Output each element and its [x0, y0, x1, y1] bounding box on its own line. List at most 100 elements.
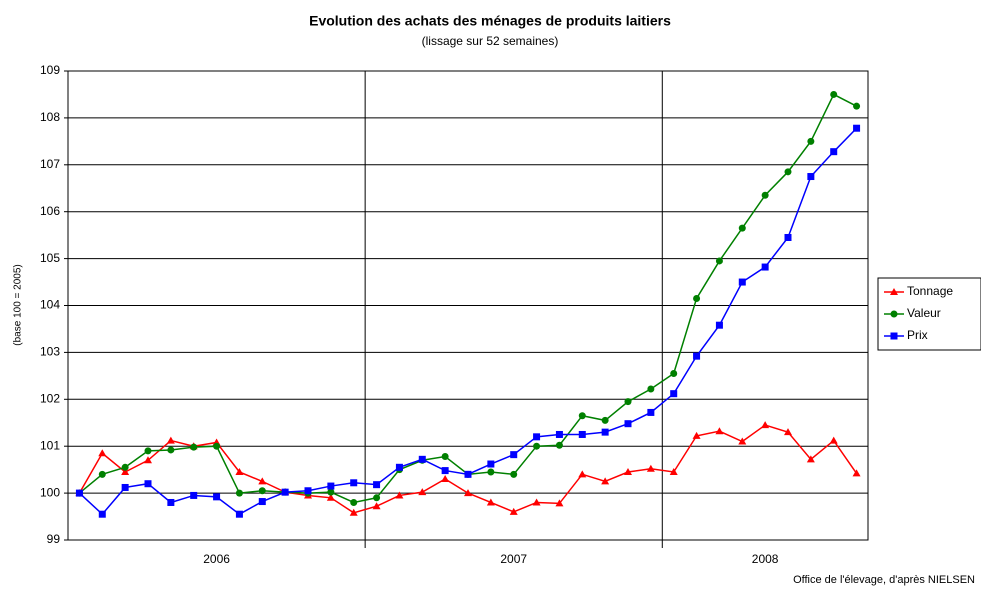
data-point [441, 467, 449, 475]
data-point [601, 428, 609, 436]
y-tick-label: 107 [40, 157, 60, 171]
chart-title: Evolution des achats des ménages de prod… [309, 13, 671, 29]
data-point [98, 470, 106, 478]
data-point [646, 464, 655, 472]
data-point [852, 469, 861, 477]
data-point [487, 460, 495, 468]
source-note: Office de l'élevage, d'après NIELSEN [793, 574, 975, 586]
data-point [761, 263, 769, 271]
data-point [373, 494, 381, 502]
data-point [349, 508, 358, 516]
data-point [693, 294, 701, 302]
data-point [258, 477, 267, 485]
data-point [98, 449, 107, 457]
data-point [829, 436, 838, 444]
y-tick-label: 108 [40, 110, 60, 124]
data-point [304, 487, 312, 495]
data-point [510, 451, 518, 459]
y-tick-label: 102 [40, 391, 60, 405]
data-point [144, 456, 152, 464]
data-point [327, 488, 335, 496]
data-point [890, 288, 898, 295]
data-point [784, 168, 792, 176]
x-tick-label: 2006 [203, 552, 230, 566]
data-point [235, 489, 243, 497]
data-point [890, 332, 898, 340]
data-point [190, 443, 198, 451]
data-point [166, 436, 175, 444]
data-point [578, 430, 586, 438]
data-point [784, 233, 792, 241]
y-tick-label: 106 [40, 204, 60, 218]
data-point [441, 453, 449, 461]
data-point [806, 455, 815, 463]
data-point [235, 467, 244, 475]
data-point [533, 442, 541, 450]
data-point [555, 499, 564, 507]
data-point [258, 498, 266, 506]
legend-label: Valeur [907, 306, 941, 320]
data-point [555, 441, 563, 449]
data-point [830, 148, 838, 156]
data-point [853, 124, 861, 132]
data-point [715, 257, 723, 265]
data-point [235, 510, 243, 518]
data-point [761, 191, 769, 199]
data-point [670, 390, 678, 398]
data-point [578, 412, 586, 420]
y-tick-label: 104 [40, 298, 60, 312]
data-point [510, 470, 518, 478]
data-point [326, 493, 335, 501]
data-point [830, 90, 838, 98]
chart-subtitle: (lissage sur 52 semaines) [422, 34, 559, 48]
data-point [464, 489, 472, 497]
data-point [144, 447, 152, 455]
data-point [784, 428, 792, 436]
data-point [418, 488, 427, 496]
y-tick-label: 101 [40, 438, 60, 452]
data-point [738, 437, 747, 445]
data-point [647, 408, 655, 416]
data-point [601, 416, 609, 424]
data-point [190, 491, 198, 499]
data-point [578, 470, 587, 478]
data-point [144, 480, 152, 488]
legend-label: Prix [907, 328, 928, 342]
y-tick-label: 99 [47, 532, 61, 546]
data-point [692, 431, 701, 439]
data-point [395, 491, 404, 499]
data-point [647, 385, 655, 393]
data-point [738, 278, 746, 286]
data-point [395, 463, 403, 471]
data-point [372, 502, 381, 510]
data-point [121, 467, 130, 475]
data-point [807, 137, 815, 145]
data-point [486, 498, 495, 506]
data-point [853, 102, 861, 110]
data-point [121, 463, 129, 471]
data-point [693, 352, 701, 360]
data-point [350, 479, 358, 487]
data-point [441, 475, 450, 483]
data-point [464, 470, 472, 478]
legend-label: Tonnage [907, 284, 953, 298]
data-point [167, 498, 175, 506]
data-point [281, 488, 289, 496]
data-point [624, 467, 632, 475]
data-point [890, 310, 898, 318]
x-tick-label: 2008 [752, 552, 779, 566]
data-point [509, 507, 518, 515]
data-point [121, 483, 129, 491]
data-point [213, 493, 221, 501]
data-point [715, 321, 723, 329]
y-tick-label: 105 [40, 251, 60, 265]
data-point [167, 446, 175, 454]
data-point [98, 510, 106, 518]
data-point [350, 498, 358, 506]
data-point [258, 487, 266, 495]
data-point [213, 442, 221, 450]
data-point [715, 427, 724, 435]
y-tick-label: 100 [40, 485, 60, 499]
y-tick-label: 103 [40, 345, 60, 359]
data-point [555, 430, 563, 438]
